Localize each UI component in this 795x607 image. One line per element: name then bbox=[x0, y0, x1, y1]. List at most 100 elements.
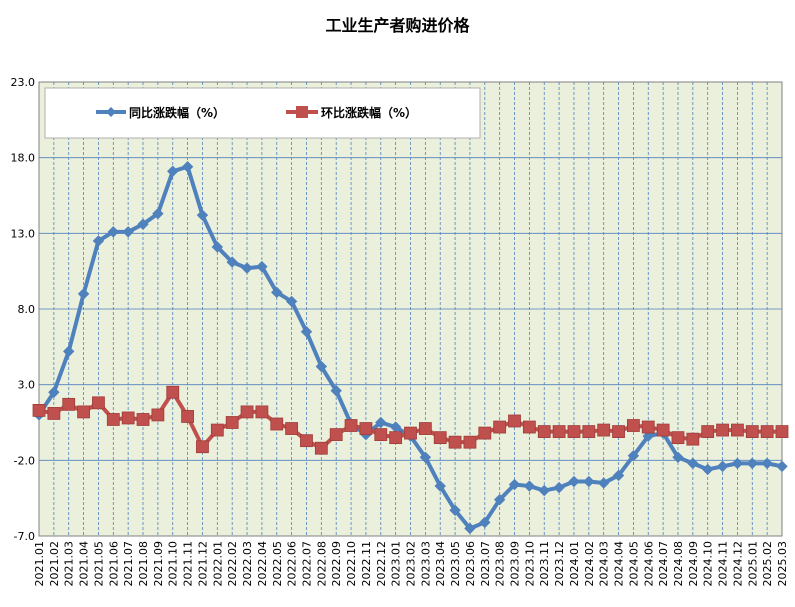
x-tick-label: 2024.07 bbox=[657, 541, 670, 587]
data-point bbox=[107, 226, 120, 238]
x-tick-label: 2023.10 bbox=[523, 541, 536, 587]
x-tick-label: 2022.09 bbox=[330, 541, 343, 587]
x-tick-label: 2022.01 bbox=[211, 541, 224, 587]
data-point bbox=[226, 256, 238, 268]
chart-title: 工业生产者购进价格 bbox=[325, 16, 470, 35]
x-tick-label: 2023.07 bbox=[479, 541, 492, 587]
x-tick-label: 2022.06 bbox=[286, 541, 299, 587]
data-point bbox=[63, 345, 75, 358]
data-point bbox=[523, 480, 536, 492]
x-tick-label: 2024.01 bbox=[568, 541, 581, 587]
data-point bbox=[641, 420, 655, 434]
data-point bbox=[701, 425, 715, 438]
x-tick-label: 2024.06 bbox=[642, 541, 655, 587]
data-point bbox=[731, 423, 744, 437]
data-point bbox=[568, 475, 580, 488]
data-point bbox=[419, 451, 432, 464]
x-tick-label: 2023.05 bbox=[449, 541, 462, 587]
data-point bbox=[137, 218, 149, 230]
x-tick-label: 2021.04 bbox=[78, 541, 91, 587]
data-point bbox=[374, 428, 388, 442]
data-point bbox=[285, 295, 298, 308]
data-point bbox=[62, 397, 76, 411]
data-point bbox=[493, 420, 507, 434]
data-point bbox=[92, 235, 105, 247]
data-point bbox=[597, 477, 610, 489]
data-point bbox=[582, 425, 596, 438]
data-point bbox=[761, 457, 773, 470]
data-point bbox=[627, 419, 640, 432]
data-point bbox=[701, 463, 714, 476]
x-tick-label: 2024.04 bbox=[613, 541, 626, 587]
data-point bbox=[48, 386, 60, 398]
data-point bbox=[493, 493, 506, 506]
data-point bbox=[537, 425, 551, 438]
x-tick-label: 2023.06 bbox=[464, 541, 477, 587]
data-point bbox=[210, 423, 224, 437]
x-tick-label: 2022.08 bbox=[315, 541, 328, 587]
data-point bbox=[671, 431, 685, 445]
data-point bbox=[642, 430, 654, 442]
x-tick-label: 2022.07 bbox=[300, 541, 313, 587]
x-tick-label: 2021.06 bbox=[107, 541, 120, 587]
data-point bbox=[448, 435, 462, 449]
x-tick-label: 2021.02 bbox=[48, 541, 61, 587]
legend-marker bbox=[106, 107, 116, 117]
data-point bbox=[300, 434, 313, 448]
data-point bbox=[315, 360, 328, 373]
x-tick-label: 2021.05 bbox=[92, 541, 105, 587]
data-point bbox=[285, 422, 299, 435]
x-tick-label: 2024.03 bbox=[598, 541, 611, 587]
data-point bbox=[181, 161, 194, 173]
x-tick-label: 2023.11 bbox=[538, 541, 551, 587]
x-tick-label: 2024.10 bbox=[702, 541, 715, 587]
x-tick-label: 2023.03 bbox=[419, 541, 432, 587]
data-point bbox=[775, 425, 789, 438]
data-point bbox=[745, 425, 759, 438]
data-point bbox=[479, 516, 491, 529]
data-point bbox=[553, 481, 565, 494]
data-point bbox=[583, 475, 595, 488]
y-tick-label: 23.0 bbox=[11, 76, 36, 89]
x-tick-label: 2021.12 bbox=[196, 541, 209, 587]
data-point bbox=[211, 241, 224, 253]
data-point bbox=[196, 440, 209, 454]
data-point bbox=[300, 325, 313, 338]
data-point bbox=[166, 385, 180, 399]
x-tick-label: 2024.05 bbox=[627, 541, 640, 587]
data-point bbox=[433, 431, 447, 445]
x-tick-label: 2023.01 bbox=[390, 541, 403, 587]
data-point bbox=[136, 413, 150, 426]
x-tick-label: 2021.10 bbox=[167, 541, 180, 587]
data-point bbox=[464, 522, 476, 535]
data-point bbox=[270, 417, 284, 431]
x-tick-label: 2024.08 bbox=[672, 541, 685, 587]
data-point bbox=[612, 469, 625, 482]
x-tick-label: 2025.02 bbox=[761, 541, 774, 587]
data-point bbox=[508, 478, 521, 491]
data-point bbox=[314, 441, 328, 455]
x-tick-label: 2022.11 bbox=[360, 541, 373, 587]
data-point bbox=[32, 403, 46, 417]
legend-marker bbox=[296, 106, 308, 118]
data-point bbox=[375, 416, 387, 429]
x-tick-label: 2022.05 bbox=[271, 541, 284, 587]
x-tick-label: 2022.02 bbox=[226, 541, 239, 587]
y-tick-label: 3.0 bbox=[18, 379, 36, 392]
data-point bbox=[240, 405, 254, 419]
x-tick-label: 2021.03 bbox=[63, 541, 76, 587]
data-point bbox=[418, 422, 432, 435]
data-point bbox=[567, 425, 581, 438]
data-point bbox=[329, 428, 343, 442]
data-point bbox=[687, 457, 699, 470]
data-point bbox=[449, 504, 461, 516]
x-tick-label: 2024.02 bbox=[583, 541, 596, 587]
y-tick-label: 13.0 bbox=[11, 227, 36, 240]
data-point bbox=[271, 286, 283, 299]
data-point bbox=[746, 457, 758, 470]
data-point bbox=[434, 480, 446, 492]
legend-label: 同比涨跌幅（%） bbox=[129, 105, 225, 120]
y-tick-label: -2.0 bbox=[14, 454, 35, 467]
x-tick-label: 2021.09 bbox=[152, 541, 165, 587]
